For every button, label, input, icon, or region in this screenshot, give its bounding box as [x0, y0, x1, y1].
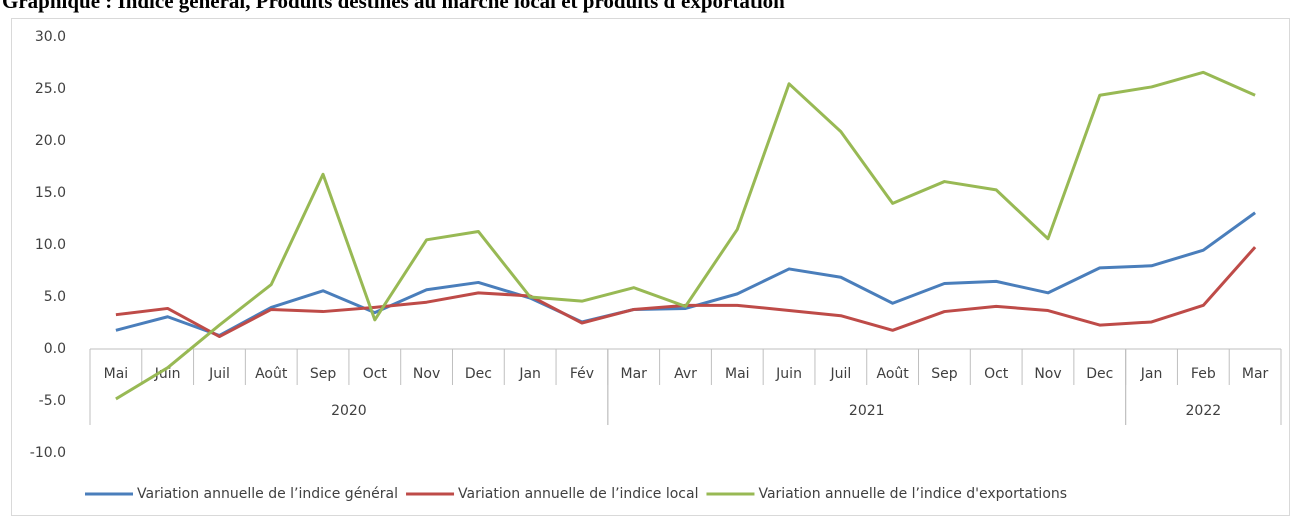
- x-tick-label: Juin: [154, 366, 181, 382]
- y-tick-label: 25.0: [35, 81, 66, 97]
- x-tick-label: Dec: [465, 366, 492, 382]
- y-tick-label: -5.0: [39, 393, 66, 409]
- x-tick-label: Oct: [984, 366, 1009, 382]
- legend-label: Variation annuelle de l’indice d'exporta…: [758, 486, 1067, 502]
- x-tick-label: Dec: [1086, 366, 1113, 382]
- x-tick-label: Août: [876, 366, 909, 382]
- group-label: 2020: [331, 403, 367, 419]
- x-tick-label: Mai: [104, 366, 129, 382]
- chart-title: Graphique : Indice général, Produits des…: [2, 0, 785, 13]
- legend-label: Variation annuelle de l’indice local: [458, 486, 698, 502]
- y-tick-label: -10.0: [30, 445, 66, 461]
- series-line: [115, 211, 1256, 337]
- x-tick-label: Avr: [674, 366, 697, 382]
- x-tick-label: Juil: [208, 366, 230, 382]
- chart-border: [11, 18, 1290, 516]
- x-tick-label: Sep: [931, 366, 958, 382]
- series-line: [115, 70, 1256, 401]
- y-tick-label: 30.0: [35, 29, 66, 45]
- series-line: [115, 246, 1257, 339]
- legend-label: Variation annuelle de l’indice général: [137, 486, 398, 502]
- x-tick-label: Août: [255, 366, 288, 382]
- x-tick-label: Jan: [1140, 366, 1163, 382]
- y-tick-label: 0.0: [44, 341, 66, 357]
- x-tick-label: Mai: [725, 366, 750, 382]
- group-label: 2021: [849, 403, 885, 419]
- y-tick-label: 15.0: [35, 185, 66, 201]
- x-tick-label: Mar: [1242, 366, 1269, 382]
- x-tick-label: Mar: [621, 366, 648, 382]
- group-label: 2022: [1186, 403, 1222, 419]
- x-tick-label: Oct: [363, 366, 388, 382]
- x-tick-label: Juin: [775, 366, 802, 382]
- x-tick-label: Juil: [829, 366, 851, 382]
- x-tick-label: Nov: [413, 366, 440, 382]
- x-tick-label: Nov: [1034, 366, 1061, 382]
- x-tick-label: Sep: [310, 366, 337, 382]
- y-tick-label: 20.0: [35, 133, 66, 149]
- y-tick-label: 5.0: [44, 289, 66, 305]
- x-tick-label: Fév: [570, 366, 594, 382]
- y-tick-label: 10.0: [35, 237, 66, 253]
- x-tick-label: Jan: [518, 366, 541, 382]
- x-tick-label: Feb: [1191, 366, 1216, 382]
